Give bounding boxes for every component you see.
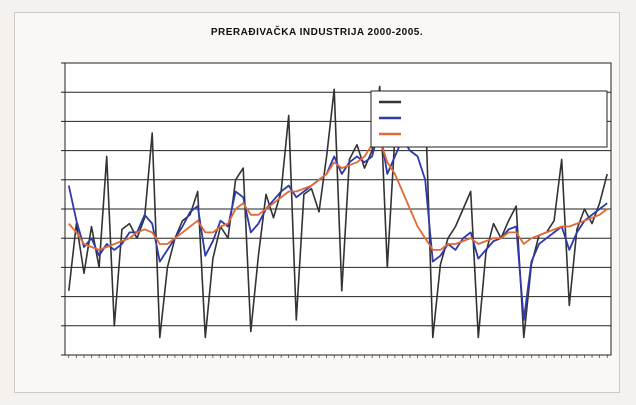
series-line-3 — [68, 138, 608, 251]
chart-frame: PRERAĐIVAČKA INDUSTRIJA 2000-2005. — [14, 12, 620, 393]
legend-box — [370, 90, 608, 148]
chart-title: PRERAĐIVAČKA INDUSTRIJA 2000-2005. — [210, 27, 424, 38]
line-chart — [61, 62, 612, 358]
series-line-1 — [68, 85, 608, 339]
